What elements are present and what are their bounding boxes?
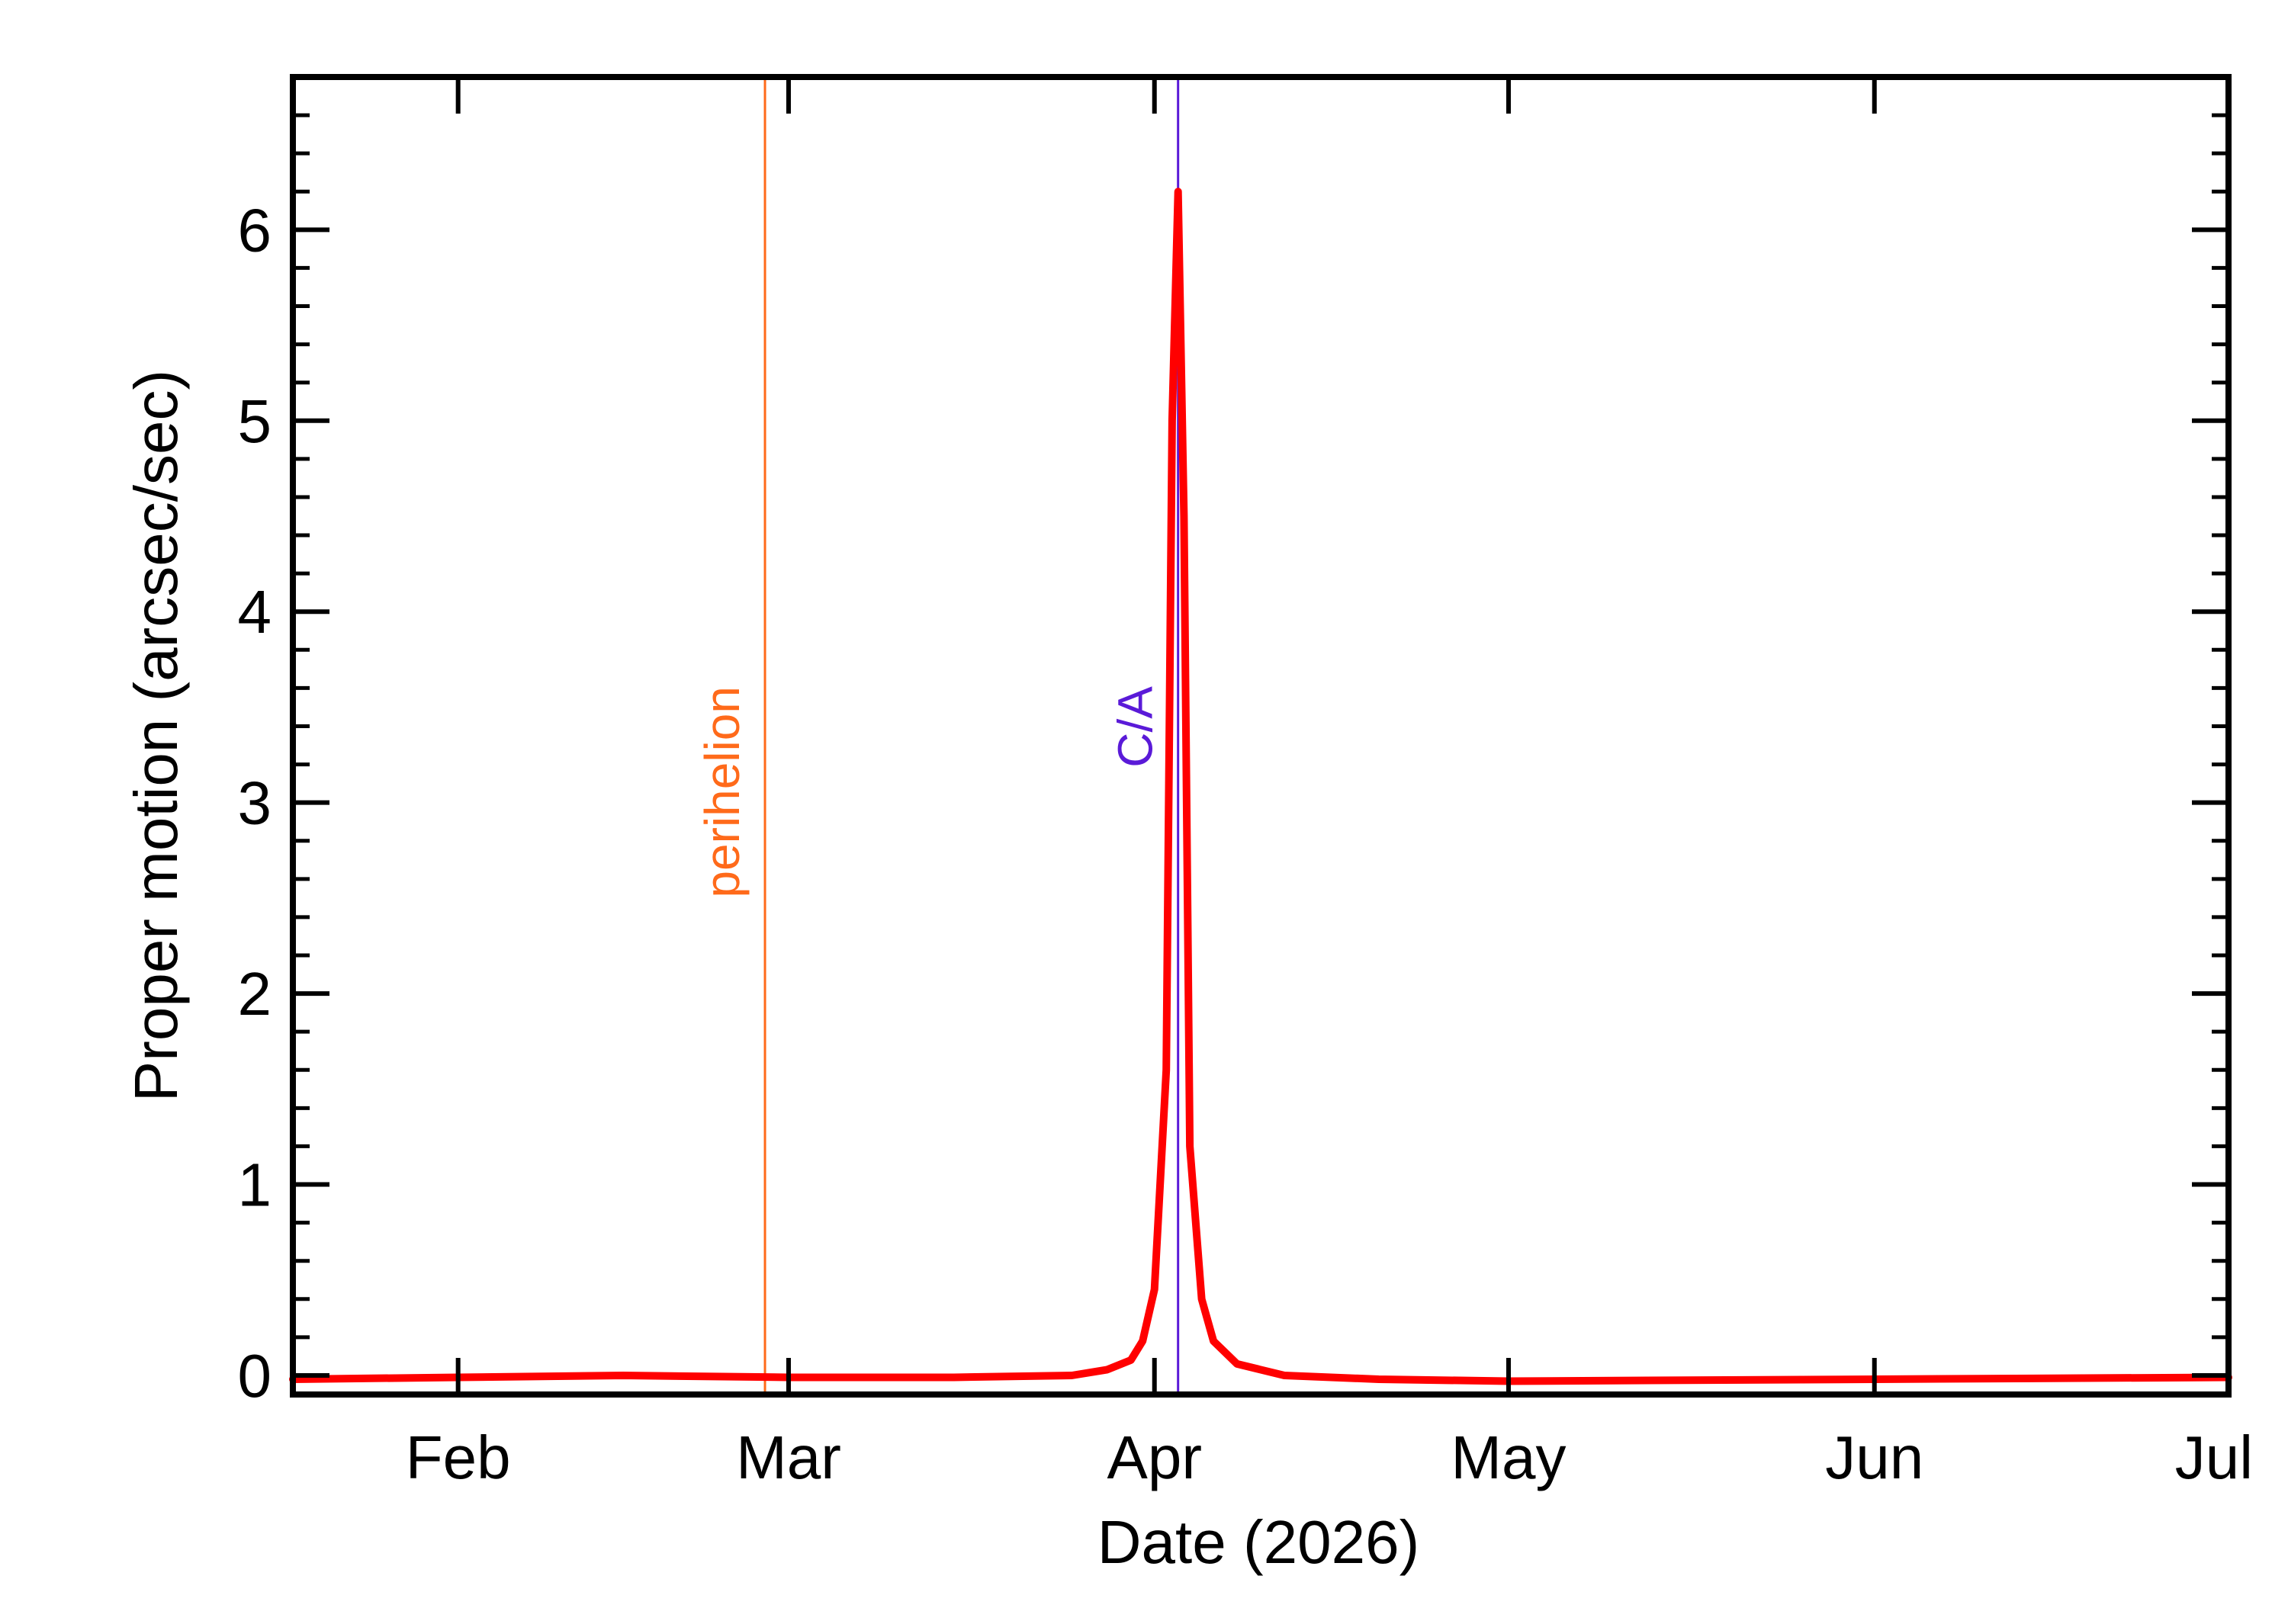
x-tick-label: May: [1451, 1423, 1566, 1491]
y-tick-label: 5: [238, 387, 272, 455]
x-tick-label: Apr: [1107, 1423, 1202, 1491]
labels-layer: 0 1 2 3 4 5 6 Feb Mar Apr May Jun Jul perihelion C/A: [238, 196, 2254, 1491]
ticks-layer: [293, 75, 2229, 1395]
y-tick-label: 6: [238, 196, 272, 264]
y-tick-label: 2: [238, 960, 272, 1028]
y-tick-label: 0: [238, 1342, 272, 1410]
x-tick-label: Jun: [1825, 1423, 1923, 1491]
y-tick-label: 4: [238, 578, 272, 646]
x-tick-label: Feb: [406, 1423, 511, 1491]
x-tick-label: Jul: [2175, 1423, 2253, 1491]
plot-frame: [290, 74, 2232, 1398]
x-axis-label: Date (2026): [1097, 1508, 1419, 1576]
series-line: [289, 188, 2232, 1385]
annotation-label: C/A: [1108, 686, 1163, 768]
y-tick-label: 1: [238, 1151, 272, 1219]
x-tick-label: Mar: [736, 1423, 841, 1491]
annotation-label: perihelion: [695, 686, 750, 898]
y-tick-label: 3: [238, 769, 272, 837]
series-layer: [289, 188, 2232, 1385]
y-axis-label: Proper motion (arcsec/sec): [122, 370, 190, 1102]
